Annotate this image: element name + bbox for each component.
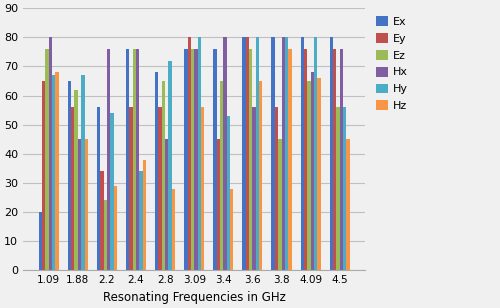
Bar <box>84 139 88 270</box>
Bar <box>242 37 246 270</box>
Bar <box>194 49 198 270</box>
Bar <box>214 49 216 270</box>
Bar <box>78 139 81 270</box>
Bar <box>246 37 249 270</box>
Bar <box>278 139 281 270</box>
Bar <box>165 139 168 270</box>
Bar <box>275 107 278 270</box>
Bar <box>162 81 165 270</box>
X-axis label: Resonating Frequencies in GHz: Resonating Frequencies in GHz <box>103 291 286 304</box>
Bar <box>336 107 340 270</box>
Bar <box>216 139 220 270</box>
Bar <box>172 189 175 270</box>
Bar <box>188 37 191 270</box>
Bar <box>282 37 285 270</box>
Bar <box>56 72 59 270</box>
Bar <box>46 49 48 270</box>
Bar <box>288 49 292 270</box>
Bar <box>304 49 308 270</box>
Bar <box>259 81 262 270</box>
Bar <box>71 107 74 270</box>
Bar <box>249 49 252 270</box>
Bar <box>110 113 114 270</box>
Bar <box>198 37 201 270</box>
Bar <box>136 49 140 270</box>
Bar <box>318 78 320 270</box>
Bar <box>226 116 230 270</box>
Bar <box>252 107 256 270</box>
Bar <box>310 72 314 270</box>
Bar <box>140 171 142 270</box>
Bar <box>158 107 162 270</box>
Bar <box>114 186 117 270</box>
Bar <box>220 81 224 270</box>
Bar <box>132 49 136 270</box>
Bar <box>343 107 346 270</box>
Legend: Ex, Ey, Ez, Hx, Hy, Hz: Ex, Ey, Ez, Hx, Hy, Hz <box>374 14 410 113</box>
Bar <box>81 75 84 270</box>
Bar <box>74 90 78 270</box>
Bar <box>104 201 107 270</box>
Bar <box>333 49 336 270</box>
Bar <box>48 37 52 270</box>
Bar <box>155 72 158 270</box>
Bar <box>42 81 45 270</box>
Bar <box>52 75 56 270</box>
Bar <box>230 189 234 270</box>
Bar <box>340 49 343 270</box>
Bar <box>126 49 130 270</box>
Bar <box>256 37 259 270</box>
Bar <box>97 107 100 270</box>
Bar <box>272 37 275 270</box>
Bar <box>68 81 71 270</box>
Bar <box>330 37 333 270</box>
Bar <box>184 49 188 270</box>
Bar <box>201 107 204 270</box>
Bar <box>308 81 310 270</box>
Bar <box>300 37 304 270</box>
Bar <box>285 37 288 270</box>
Bar <box>168 61 172 270</box>
Bar <box>130 107 132 270</box>
Bar <box>346 139 350 270</box>
Bar <box>314 37 318 270</box>
Bar <box>191 49 194 270</box>
Bar <box>107 49 110 270</box>
Bar <box>224 37 226 270</box>
Bar <box>38 212 42 270</box>
Bar <box>100 171 103 270</box>
Bar <box>142 160 146 270</box>
